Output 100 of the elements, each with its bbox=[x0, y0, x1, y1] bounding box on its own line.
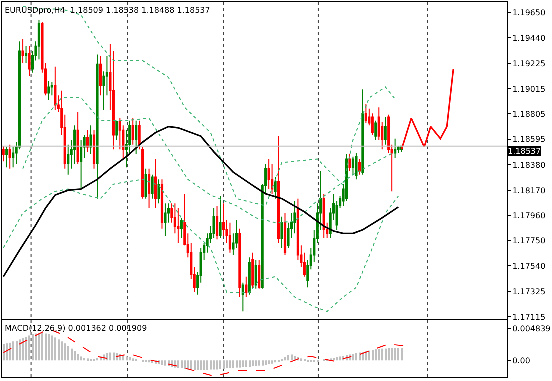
candlestick bbox=[254, 260, 258, 290]
candlestick bbox=[8, 144, 12, 170]
bar bbox=[242, 360, 244, 368]
bar bbox=[41, 333, 44, 361]
bar bbox=[274, 360, 276, 363]
bar bbox=[61, 342, 63, 361]
candlestick bbox=[74, 125, 76, 165]
bar bbox=[80, 356, 82, 361]
candlestick bbox=[38, 20, 41, 60]
bar bbox=[355, 353, 358, 361]
candlestick bbox=[24, 46, 28, 64]
bar bbox=[333, 358, 335, 361]
bar bbox=[200, 360, 202, 370]
candlestick bbox=[345, 154, 348, 202]
bar bbox=[77, 354, 79, 361]
candlestick bbox=[371, 113, 374, 136]
bar bbox=[271, 360, 273, 364]
bar bbox=[385, 348, 387, 361]
bar bbox=[54, 338, 56, 361]
bar bbox=[25, 337, 27, 361]
bar bbox=[401, 348, 403, 361]
bar bbox=[148, 360, 150, 363]
bar bbox=[58, 340, 60, 361]
bar bbox=[113, 352, 115, 361]
candlestick bbox=[90, 125, 92, 155]
candlestick bbox=[364, 104, 368, 124]
candlestick bbox=[358, 158, 361, 176]
candlestick bbox=[362, 89, 364, 176]
candlestick bbox=[238, 228, 242, 298]
bar bbox=[32, 334, 34, 361]
bar bbox=[262, 360, 264, 366]
bar bbox=[64, 344, 66, 361]
bar bbox=[109, 352, 112, 361]
candlestick bbox=[160, 179, 164, 230]
bar bbox=[210, 360, 212, 370]
bar bbox=[368, 350, 370, 361]
candlestick bbox=[67, 144, 70, 176]
candlestick bbox=[48, 80, 50, 101]
candlestick bbox=[177, 208, 180, 244]
bar bbox=[287, 355, 290, 361]
bar bbox=[226, 360, 228, 368]
bar bbox=[219, 360, 222, 370]
candlestick bbox=[12, 146, 15, 168]
bar bbox=[372, 350, 374, 361]
bar bbox=[3, 344, 5, 361]
bar bbox=[265, 360, 267, 366]
candlestick bbox=[216, 206, 219, 240]
candlestick bbox=[374, 120, 378, 141]
bar bbox=[229, 360, 231, 368]
candlestick bbox=[284, 212, 287, 256]
bar bbox=[74, 351, 76, 361]
bar bbox=[258, 360, 260, 366]
bar bbox=[177, 360, 179, 368]
bar bbox=[12, 342, 14, 361]
bar bbox=[83, 358, 86, 361]
bar bbox=[161, 360, 163, 366]
bar bbox=[223, 360, 225, 370]
bar bbox=[19, 340, 21, 361]
candlestick bbox=[96, 54, 99, 200]
line-series bbox=[400, 68, 454, 150]
candlestick bbox=[76, 112, 80, 165]
bar bbox=[381, 348, 383, 361]
candlestick bbox=[144, 168, 148, 200]
candlestick bbox=[355, 152, 358, 180]
bar bbox=[352, 354, 354, 361]
bar bbox=[394, 348, 396, 361]
candlestick bbox=[151, 174, 154, 200]
bar bbox=[16, 340, 18, 361]
y-tick-label: 1.17115 bbox=[512, 312, 546, 322]
y-tick-label: 1.17325 bbox=[512, 288, 546, 297]
bar bbox=[268, 360, 270, 365]
y-tick-label: 1.18380 bbox=[512, 161, 546, 170]
bar bbox=[336, 357, 338, 361]
bar bbox=[375, 349, 377, 361]
bar bbox=[28, 336, 30, 361]
candlestick bbox=[28, 46, 31, 77]
bar bbox=[126, 356, 128, 361]
bar bbox=[197, 360, 199, 370]
candlestick bbox=[294, 200, 296, 234]
candlestick bbox=[219, 196, 222, 239]
bar bbox=[129, 357, 131, 361]
candlestick bbox=[92, 130, 96, 170]
bar bbox=[255, 360, 257, 367]
y-tick-label: 1.19650 bbox=[512, 8, 546, 18]
bar bbox=[45, 334, 47, 361]
bar bbox=[67, 346, 69, 361]
y-tick-label: 0.004839 bbox=[512, 324, 551, 334]
bar bbox=[378, 349, 380, 361]
candlestick bbox=[116, 120, 118, 141]
y-tick-label: 1.19015 bbox=[512, 84, 546, 94]
bar bbox=[359, 352, 361, 361]
bar bbox=[232, 360, 234, 368]
candlestick bbox=[242, 282, 244, 312]
candlestick bbox=[274, 176, 277, 200]
candlestick bbox=[6, 146, 8, 168]
bar bbox=[38, 333, 40, 361]
bar bbox=[252, 360, 254, 367]
y-tick-label: 1.18805 bbox=[512, 110, 546, 120]
candlestick bbox=[158, 179, 160, 204]
candlestick bbox=[164, 203, 167, 237]
